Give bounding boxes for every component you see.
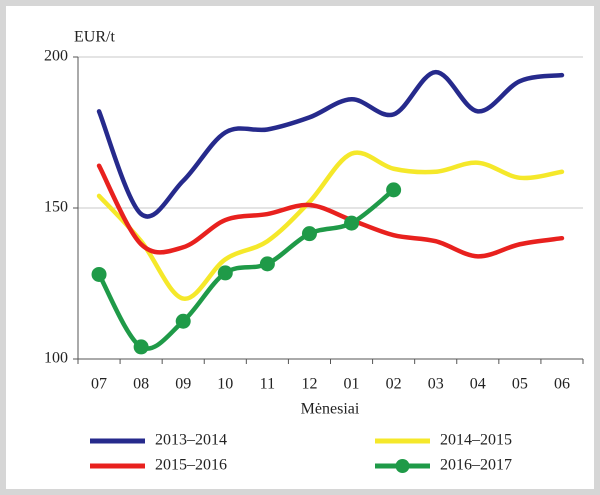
x-tick-label: 06 [554, 376, 570, 393]
point [133, 339, 149, 355]
x-tick-label: 03 [428, 376, 444, 393]
point [259, 256, 275, 272]
point [301, 226, 317, 242]
x-tick-label: 11 [260, 376, 275, 393]
point [217, 265, 233, 281]
series-line [96, 69, 565, 219]
legend-label: 2014–2015 [440, 432, 512, 449]
point [344, 215, 360, 231]
point [91, 266, 107, 282]
x-tick-label: 08 [133, 376, 149, 393]
legend-label: 2013–2014 [155, 432, 227, 449]
x-tick-label: 05 [512, 376, 528, 393]
legend-label: 2015–2016 [155, 457, 227, 474]
x-tick-label: 02 [386, 376, 402, 393]
y-axis-label: EUR/t [74, 29, 115, 46]
x-tick-label: 01 [344, 376, 360, 393]
x-tick-label: 10 [217, 376, 233, 393]
series-line [96, 163, 565, 259]
x-tick-label: 09 [175, 376, 191, 393]
legend-label: 2016–2017 [440, 457, 512, 474]
x-tick-label: 12 [301, 376, 317, 393]
legend-marker [395, 459, 410, 473]
y-tick-label: 200 [44, 48, 68, 65]
point [386, 182, 402, 198]
x-tick-label: 07 [91, 376, 107, 393]
x-axis-label: Mėnesiai [301, 401, 360, 418]
panel [6, 6, 594, 489]
y-tick-label: 100 [44, 350, 68, 367]
point [175, 313, 191, 329]
x-tick-label: 04 [470, 376, 486, 393]
series-line [96, 150, 565, 301]
y-tick-label: 150 [44, 199, 68, 216]
